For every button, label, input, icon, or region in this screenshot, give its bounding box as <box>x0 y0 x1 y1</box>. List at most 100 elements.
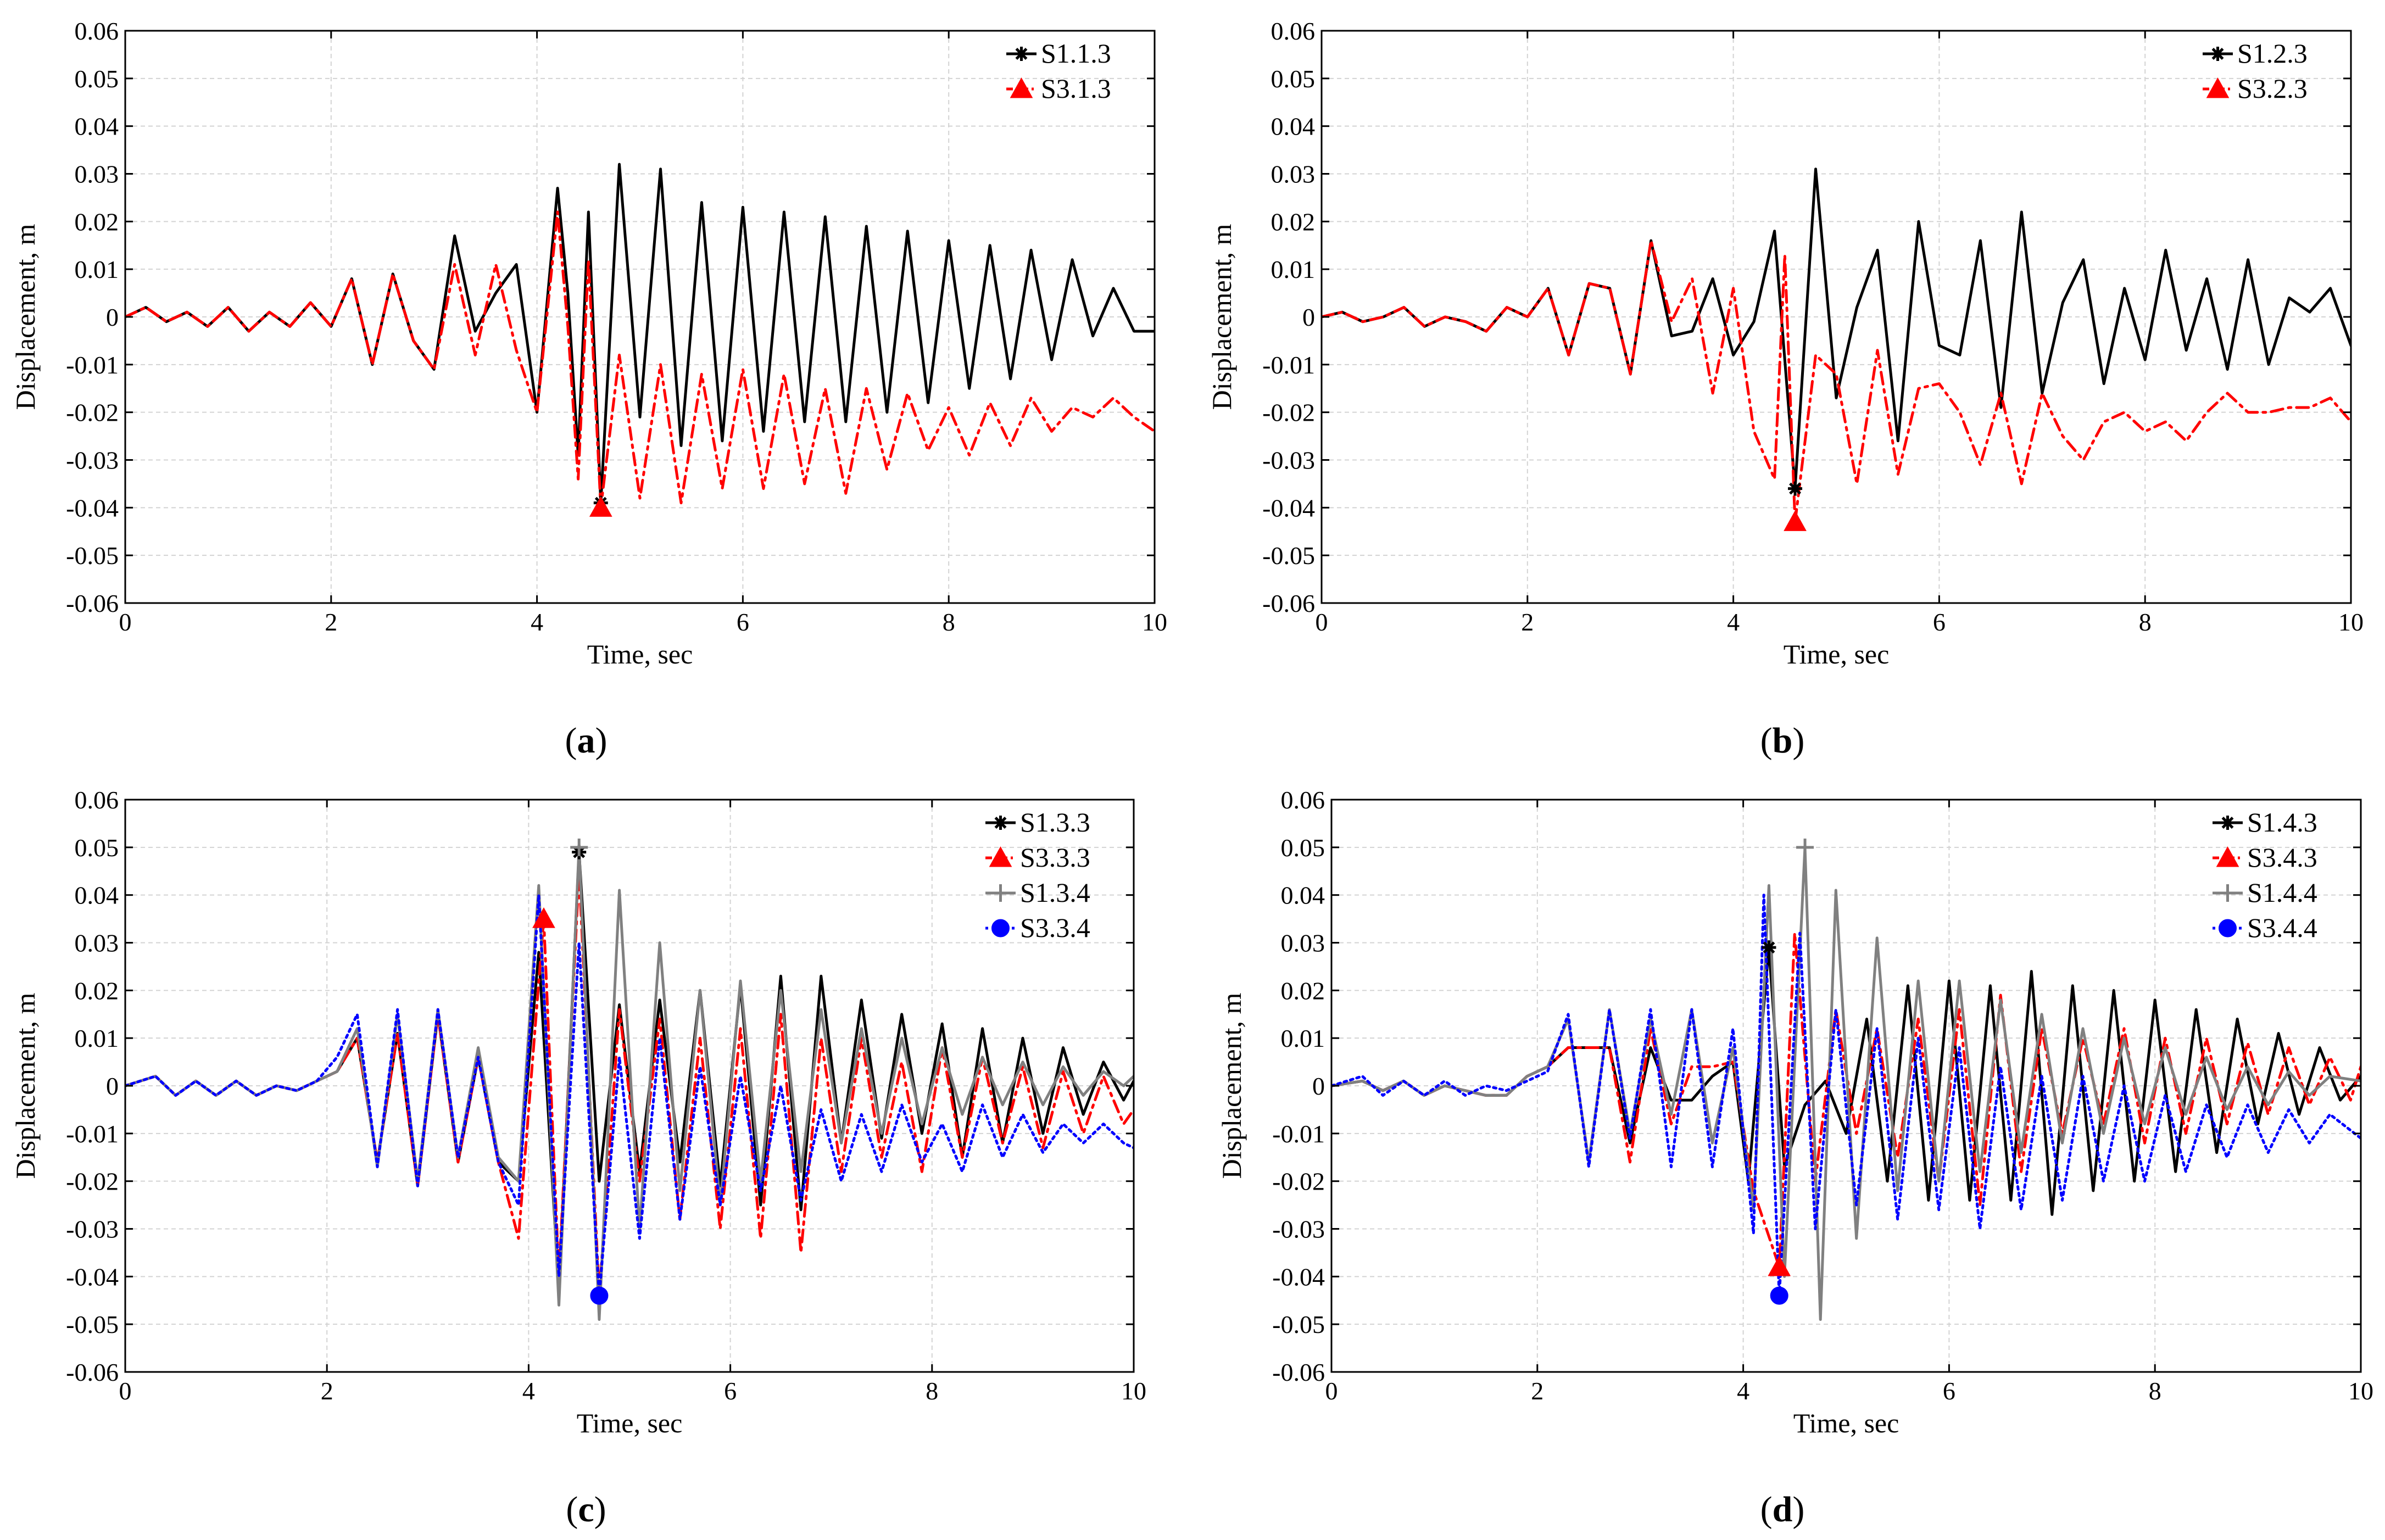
legend: S1.1.3 S3.1.3 <box>1006 38 1111 104</box>
series-line-S3.3.4 <box>125 894 1134 1297</box>
y-tick-label: -0.05 <box>66 542 119 570</box>
y-tick-label: 0.06 <box>75 17 119 45</box>
x-tick-label: 0 <box>1316 608 1328 636</box>
legend-item-S3.3.4: S3.3.4 <box>985 912 1090 943</box>
x-axis-label: Time, sec <box>587 639 693 669</box>
caption-d: (d) <box>1760 1489 1805 1530</box>
y-tick-label: 0.05 <box>75 65 119 93</box>
triangle-shape <box>1010 77 1033 98</box>
circle-shape <box>2219 919 2237 938</box>
peak-marker-S3.2.3 <box>1784 510 1807 531</box>
legend-label: S1.2.3 <box>2237 38 2308 69</box>
y-tick-label: -0.01 <box>66 351 119 379</box>
legend-label: S3.4.4 <box>2247 912 2317 943</box>
legend-label: S3.3.4 <box>1020 912 1090 943</box>
y-tick-label: -0.05 <box>66 1310 119 1338</box>
x-tick-label: 6 <box>1943 1377 1955 1405</box>
y-tick-label: -0.02 <box>66 399 119 427</box>
y-tick-label: -0.04 <box>66 494 119 522</box>
x-tick-label: 2 <box>321 1377 333 1405</box>
x-tick-label: 0 <box>119 1377 132 1405</box>
x-tick-label: 6 <box>737 608 749 636</box>
legend-marker <box>991 884 1010 902</box>
series-line-S1.1.3 <box>125 163 1155 505</box>
legend-label: S1.4.4 <box>2247 877 2317 908</box>
series-line-S3.4.4 <box>1331 894 2361 1297</box>
y-axis-label: Displacement, m <box>1216 992 1247 1179</box>
y-tick-label: 0 <box>106 1072 119 1100</box>
y-tick-label: 0.05 <box>1281 834 1325 862</box>
series-line-S1.4.4 <box>1331 846 2361 1321</box>
legend-item-S1.3.3: S1.3.3 <box>985 807 1090 838</box>
y-tick-label: 0.03 <box>75 929 119 957</box>
triangle-shape <box>1784 510 1807 531</box>
x-tick-label: 10 <box>2348 1377 2373 1405</box>
asterisk-stroke <box>2211 48 2224 60</box>
y-tick-label: -0.04 <box>66 1263 119 1291</box>
triangle-shape <box>2216 846 2239 867</box>
triangle-shape <box>2206 77 2230 98</box>
legend-marker <box>1014 47 1029 61</box>
triangle-shape <box>989 846 1012 867</box>
circle-shape <box>590 1286 609 1305</box>
legend-label: S1.1.3 <box>1041 38 1111 69</box>
y-tick-label: 0.04 <box>1271 113 1316 141</box>
x-tick-label: 2 <box>1531 1377 1543 1405</box>
x-tick-label: 4 <box>522 1377 535 1405</box>
y-tick-label: 0.06 <box>1281 786 1325 814</box>
y-tick-label: -0.03 <box>1272 1215 1325 1243</box>
y-tick-label: -0.03 <box>1262 447 1315 475</box>
x-tick-label: 8 <box>926 1377 938 1405</box>
legend-item-S3.3.3: S3.3.3 <box>985 842 1090 873</box>
x-axis-label: Time, sec <box>577 1408 683 1438</box>
series-line-S1.3.4 <box>125 846 1134 1321</box>
legend-marker <box>991 919 1010 938</box>
triangle-shape <box>1768 1255 1791 1276</box>
peak-marker-S3.1.3 <box>589 496 612 517</box>
caption-c: (c) <box>566 1489 606 1530</box>
y-tick-label: 0.02 <box>1271 208 1316 236</box>
series-line-S1.2.3 <box>1322 168 2351 490</box>
x-tick-label: 4 <box>1737 1377 1749 1405</box>
y-tick-label: -0.06 <box>66 589 119 617</box>
y-axis-label: Displacement, m <box>10 224 41 410</box>
x-tick-label: 10 <box>1142 608 1167 636</box>
panel-a: 0 2 4 6 8 10 0.06 0.05 0.04 0.03 0.02 0.01 0 -0.01 -0.… <box>10 17 1167 669</box>
circle-shape <box>1770 1286 1788 1305</box>
y-tick-label: 0.06 <box>75 786 119 814</box>
triangle-shape <box>532 907 555 928</box>
y-tick-label: -0.03 <box>66 1215 119 1243</box>
circle-shape <box>991 919 1010 938</box>
x-tick-label: 10 <box>2338 608 2364 636</box>
x-tick-label: 2 <box>1521 608 1534 636</box>
peak-marker-S3.4.4 <box>1770 1286 1788 1305</box>
legend-item-S3.4.3: S3.4.3 <box>2213 842 2317 873</box>
y-tick-label: 0.03 <box>1271 160 1316 188</box>
legend-item-S1.2.3: S1.2.3 <box>2203 38 2308 69</box>
y-tick-label: -0.06 <box>66 1358 119 1386</box>
x-tick-label: 4 <box>1727 608 1740 636</box>
y-tick-label: 0.04 <box>1281 881 1325 910</box>
series-line-S3.1.3 <box>125 210 1155 509</box>
x-tick-label: 8 <box>2149 1377 2161 1405</box>
panel-c: 0 2 4 6 8 10 0.06 0.05 0.04 0.03 0.02 0.01 0 -0.01 -0.… <box>10 786 1146 1438</box>
legend-item-S1.4.3: S1.4.3 <box>2213 807 2317 838</box>
x-tick-label: 6 <box>724 1377 737 1405</box>
x-axis-label: Time, sec <box>1784 639 1890 669</box>
series-group <box>1322 168 2351 523</box>
caption-b: (b) <box>1760 721 1805 761</box>
legend-marker <box>2216 846 2239 867</box>
legend-label: S3.2.3 <box>2237 73 2308 104</box>
y-axis-label: Displacement, m <box>1206 224 1237 410</box>
panel-b: 0 2 4 6 8 10 0.06 0.05 0.04 0.03 0.02 0.01 0 -0.01 -0.… <box>1206 17 2364 669</box>
x-tick-label: 4 <box>531 608 543 636</box>
y-tick-label: -0.01 <box>1262 351 1315 379</box>
peak-marker-S1.2.3 <box>1788 481 1803 496</box>
legend-marker <box>2206 77 2230 98</box>
y-tick-label: 0.05 <box>1271 65 1316 93</box>
peak-marker-S1.4.3 <box>1762 940 1776 955</box>
peak-marker-S3.3.3 <box>532 907 555 928</box>
series-group <box>125 163 1155 509</box>
y-tick-label: -0.01 <box>1272 1120 1325 1148</box>
y-tick-label: 0.02 <box>75 208 119 236</box>
